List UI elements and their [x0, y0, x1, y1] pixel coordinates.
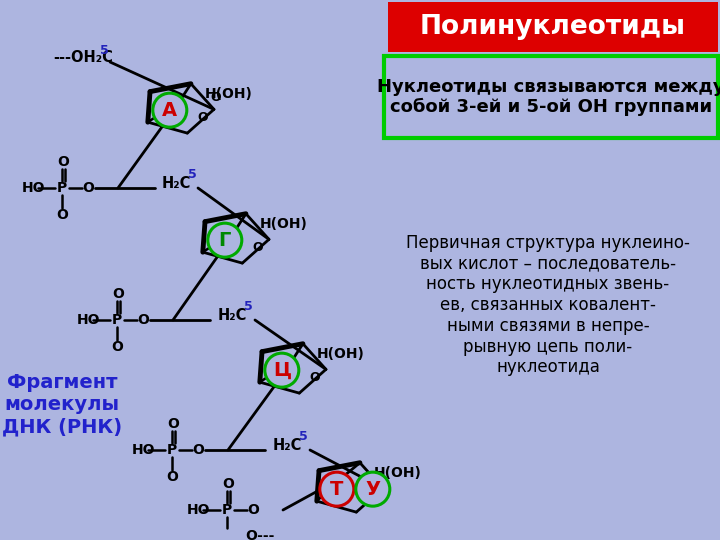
Text: P: P	[112, 313, 122, 327]
Text: Первичная структура нуклеино-
вых кислот – последователь-
ность нуклеотидных зве: Первичная структура нуклеино- вых кислот…	[406, 234, 690, 376]
Text: 3: 3	[221, 247, 229, 260]
Text: H(OH): H(OH)	[260, 217, 308, 231]
Text: 3: 3	[278, 377, 287, 390]
Text: 5: 5	[99, 44, 109, 57]
Text: ---OH₂C: ---OH₂C	[53, 50, 113, 64]
Text: HO: HO	[187, 503, 210, 517]
Text: O: O	[167, 417, 179, 431]
Text: HO: HO	[132, 443, 156, 457]
Text: HO: HO	[22, 181, 45, 195]
Circle shape	[320, 472, 354, 506]
Text: H₂C: H₂C	[218, 307, 248, 322]
Text: O: O	[192, 443, 204, 457]
FancyBboxPatch shape	[384, 56, 718, 138]
Text: H₂C: H₂C	[273, 437, 302, 453]
Text: H(OH): H(OH)	[374, 465, 422, 480]
Circle shape	[208, 223, 242, 257]
Text: P: P	[57, 181, 67, 195]
Text: 5: 5	[299, 430, 307, 443]
Text: А: А	[162, 100, 177, 120]
Text: O: O	[310, 371, 320, 384]
Text: 3: 3	[335, 496, 343, 510]
Text: Полинуклеотиды: Полинуклеотиды	[420, 14, 686, 40]
Text: O: O	[197, 111, 208, 124]
Text: HO: HO	[77, 313, 101, 327]
Text: O---: O---	[245, 529, 274, 540]
Text: O: O	[112, 287, 124, 301]
FancyBboxPatch shape	[388, 2, 718, 52]
Text: P: P	[222, 503, 232, 517]
Text: 5: 5	[188, 168, 197, 181]
Circle shape	[356, 472, 390, 506]
Text: O: O	[56, 208, 68, 222]
Text: O: O	[247, 503, 259, 517]
Text: 5: 5	[243, 300, 253, 314]
Text: O: O	[137, 313, 149, 327]
Text: Г: Г	[219, 231, 231, 249]
Circle shape	[153, 93, 186, 127]
Text: P: P	[167, 443, 177, 457]
Text: 3: 3	[166, 118, 174, 131]
Text: O: O	[57, 155, 69, 169]
Text: У: У	[365, 480, 380, 498]
Text: O: O	[166, 470, 178, 484]
Text: H(OH): H(OH)	[317, 347, 365, 361]
Text: Нуклеотиды связываются между
собой 3-ей и 5-ой ОН группами: Нуклеотиды связываются между собой 3-ей …	[377, 78, 720, 117]
Text: Фрагмент
молекулы
ДНК (РНК): Фрагмент молекулы ДНК (РНК)	[2, 374, 122, 436]
Text: H₂C: H₂C	[162, 176, 192, 191]
Text: O: O	[111, 340, 123, 354]
Text: O: O	[222, 477, 234, 491]
Text: O: O	[252, 241, 263, 254]
Circle shape	[265, 353, 299, 387]
Text: O: O	[366, 490, 377, 503]
Text: Ц: Ц	[273, 361, 291, 380]
Text: O: O	[211, 91, 221, 104]
Text: Т: Т	[330, 480, 343, 498]
Text: H(OH): H(OH)	[205, 86, 253, 100]
Text: O: O	[82, 181, 94, 195]
